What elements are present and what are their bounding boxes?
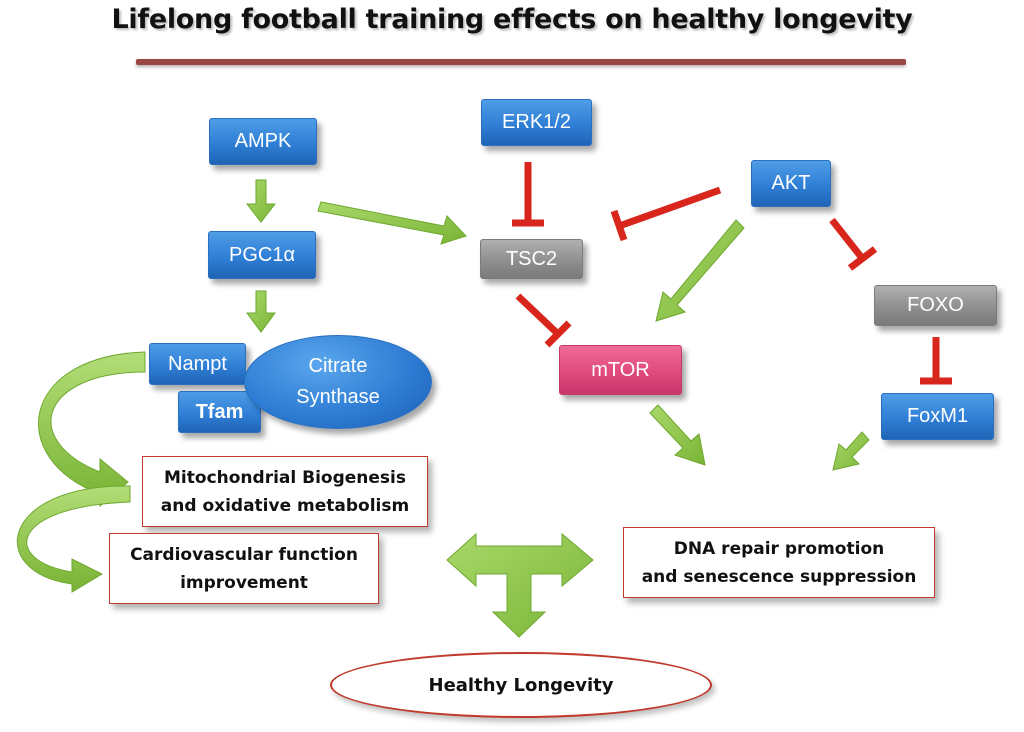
- mito-line-1: Mitochondrial Biogenesis: [164, 467, 406, 488]
- node-mtor: mTOR: [559, 345, 682, 395]
- node-foxo: FOXO: [874, 285, 997, 326]
- curved-arrow-to-cardiovascular: [17, 485, 131, 593]
- citrate-line-2: Synthase: [296, 386, 380, 408]
- curved-arrow-to-mitochondrial: [38, 351, 146, 508]
- dna-line-1: DNA repair promotion: [673, 538, 885, 559]
- node-erk: ERK1/2: [481, 99, 592, 146]
- arrow-akt-mtor: [655, 219, 745, 322]
- node-nampt: Nampt: [149, 343, 246, 385]
- node-foxm1: FoxM1: [881, 393, 994, 440]
- cardio-line-1: Cardiovascular function: [130, 544, 358, 565]
- arrow-foxm1-dna: [832, 431, 870, 471]
- arrow-mtor-dna: [649, 404, 706, 466]
- arrow-pgc1a-nampt: [246, 290, 276, 333]
- outcome-mitochondrial: Mitochondrial Biogenesis and oxidative m…: [142, 456, 428, 527]
- inhibit-akt-foxo: [829, 217, 865, 261]
- title-divider: [136, 59, 906, 65]
- node-ampk: AMPK: [209, 118, 317, 165]
- node-tfam: Tfam: [178, 391, 261, 433]
- node-akt: AKT: [751, 160, 831, 207]
- diagram-title: Lifelong football training effects on he…: [111, 4, 913, 35]
- node-citrate-synthase: Citrate Synthase: [244, 335, 432, 429]
- node-tsc2: TSC2: [480, 239, 583, 279]
- mito-line-2: and oxidative metabolism: [160, 495, 410, 516]
- dna-line-2: and senescence suppression: [641, 566, 917, 587]
- inhibit-akt-tsc2: [620, 186, 722, 229]
- outcome-dna-repair: DNA repair promotion and senescence supp…: [623, 527, 935, 598]
- inhibit-tsc2-mtor: [515, 293, 561, 337]
- citrate-line-1: Citrate: [308, 355, 368, 377]
- outcome-cardiovascular: Cardiovascular function improvement: [109, 533, 379, 604]
- central-t-arrow: [446, 532, 594, 638]
- node-pgc1a: PGC1α: [208, 231, 316, 279]
- arrow-ampk-tsc2: [317, 201, 467, 245]
- cardio-line-2: improvement: [180, 572, 308, 593]
- outcome-healthy-longevity: Healthy Longevity: [330, 652, 712, 718]
- arrow-ampk-pgc1a: [245, 179, 277, 223]
